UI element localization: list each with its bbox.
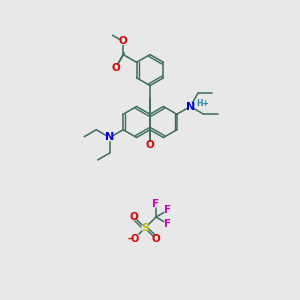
Text: O: O [152,234,160,244]
Circle shape [128,233,140,244]
Circle shape [164,221,170,226]
Circle shape [153,201,159,207]
Circle shape [107,134,113,140]
Circle shape [147,142,153,148]
Text: O: O [130,212,138,222]
Circle shape [112,65,118,71]
Text: F: F [164,206,171,215]
Circle shape [164,208,170,213]
Text: F: F [164,219,171,229]
Text: H+: H+ [196,98,208,107]
Circle shape [153,236,159,242]
Text: O: O [111,63,120,73]
Text: N: N [105,133,114,142]
Text: N: N [186,101,195,112]
Circle shape [131,214,137,220]
Text: O: O [146,140,154,150]
Circle shape [142,225,148,231]
Circle shape [120,38,126,44]
Text: -O: -O [128,234,140,244]
Text: F: F [152,199,160,209]
Circle shape [187,103,193,109]
Text: O: O [119,36,128,46]
Text: S: S [141,223,149,233]
